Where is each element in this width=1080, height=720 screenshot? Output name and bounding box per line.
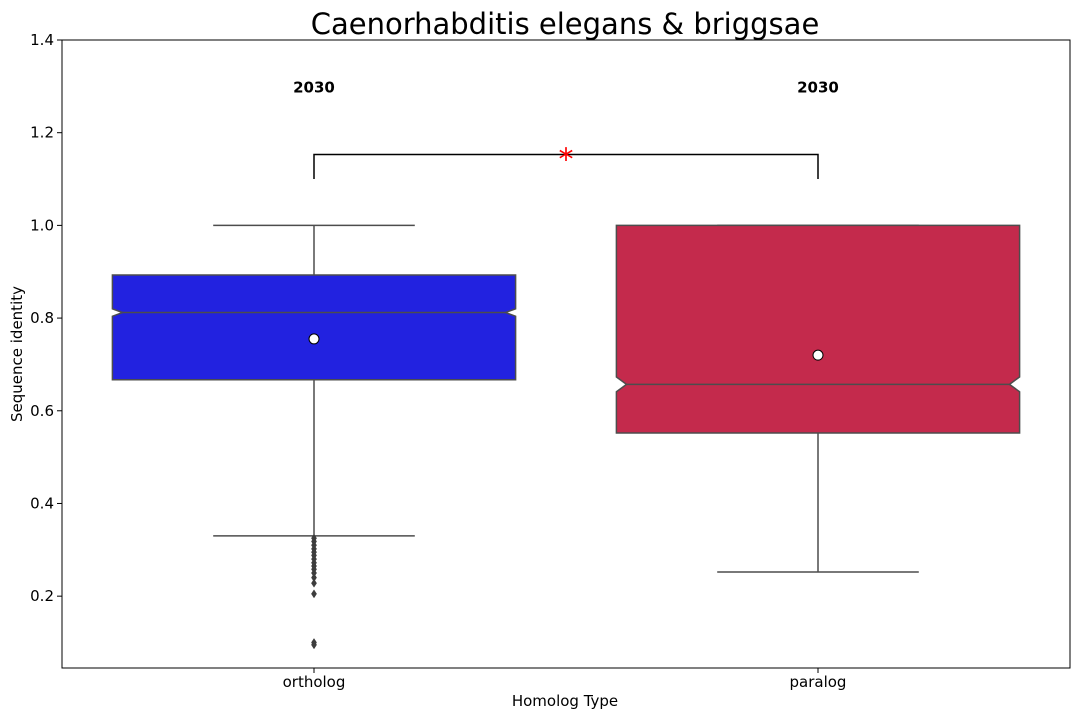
mean-marker [812, 349, 824, 361]
y-axis-label: Sequence identity [8, 286, 26, 422]
x-tick-label: paralog [790, 673, 847, 691]
y-tick-label: 0.6 [30, 402, 54, 420]
significance-star: * [559, 142, 574, 177]
plot-area-frame [61, 39, 1071, 669]
y-tick-label: 0.8 [30, 309, 54, 327]
chart-title: Caenorhabditis elegans & briggsae [311, 7, 820, 41]
x-axis-label: Homolog Type [512, 692, 618, 710]
x-tick-label: ortholog [283, 673, 346, 691]
y-tick-label: 0.4 [30, 494, 54, 512]
box-ortholog [111, 224, 517, 650]
box-body [111, 274, 517, 381]
outlier-point [311, 589, 317, 599]
significance-line [313, 153, 819, 180]
y-tick-label: 1.2 [30, 124, 54, 142]
box-body [615, 224, 1021, 434]
box-paralog [615, 224, 1021, 573]
outlier-point [311, 578, 317, 588]
outlier-point [311, 640, 317, 650]
y-axis: 0.2 0.4 0.6 0.8 1.0 1.2 1.4 [30, 31, 62, 605]
y-tick-label: 0.2 [30, 587, 54, 605]
count-label-ortholog: 2030 [293, 78, 335, 96]
y-tick-label: 1.4 [30, 31, 54, 49]
x-axis: ortholog paralog [283, 668, 847, 691]
count-label-paralog: 2030 [797, 78, 839, 96]
boxes [111, 224, 1021, 650]
y-tick-label: 1.0 [30, 216, 54, 234]
count-labels: 2030 2030 [293, 78, 839, 96]
significance-bracket: * [313, 142, 819, 180]
mean-marker [308, 333, 320, 345]
